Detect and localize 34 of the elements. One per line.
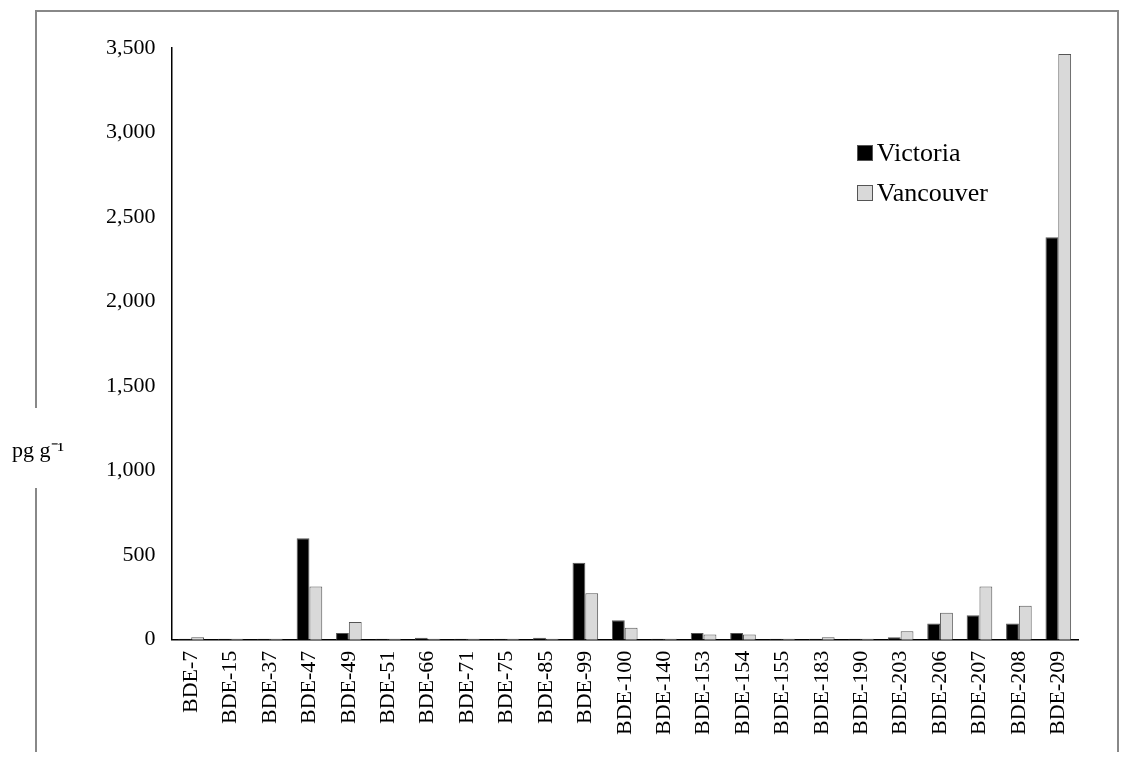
x-tick-label: BDE-15 — [216, 650, 242, 724]
x-tick-label: BDE-66 — [413, 650, 439, 724]
y-tick-label: 0 — [144, 625, 156, 651]
y-axis-title: pg g⁻¹ — [8, 408, 69, 488]
y-tick-label: 2,000 — [106, 287, 156, 313]
y-tick-label: 3,500 — [106, 33, 156, 59]
x-tick-label: BDE-99 — [571, 650, 597, 724]
x-tick-label: BDE-206 — [925, 650, 951, 735]
x-tick-label: BDE-7 — [176, 650, 202, 713]
x-tick-label: BDE-75 — [492, 650, 518, 724]
y-tick-label: 1,500 — [106, 371, 156, 397]
y-tick-label: 2,500 — [106, 202, 156, 228]
x-tick-label: BDE-51 — [374, 650, 400, 724]
x-tick-label: BDE-85 — [531, 650, 557, 724]
x-tick-label: BDE-47 — [295, 650, 321, 724]
x-tick-label: BDE-208 — [1004, 650, 1030, 735]
x-tick-label: BDE-183 — [807, 650, 833, 735]
y-tick-label: 3,000 — [106, 118, 156, 144]
x-tick-label: BDE-155 — [768, 650, 794, 735]
x-tick-label: BDE-207 — [965, 650, 991, 735]
x-tick-label: BDE-190 — [847, 650, 873, 735]
x-tick-label: BDE-100 — [610, 650, 636, 735]
x-tick-label: BDE-71 — [452, 650, 478, 724]
x-tick-label: BDE-37 — [255, 650, 281, 724]
x-tick-label: BDE-209 — [1044, 650, 1070, 735]
legend-label: Vancouver — [876, 178, 988, 208]
x-tick-label: BDE-154 — [728, 650, 754, 735]
x-tick-label: BDE-140 — [649, 650, 675, 735]
x-tick-label: BDE-49 — [334, 650, 360, 724]
x-tick-label: BDE-203 — [886, 650, 912, 735]
y-tick-label: 1,000 — [106, 456, 156, 482]
x-tick-label: BDE-153 — [689, 650, 715, 735]
y-tick-label: 500 — [122, 540, 156, 566]
legend-label: Victoria — [876, 138, 961, 168]
